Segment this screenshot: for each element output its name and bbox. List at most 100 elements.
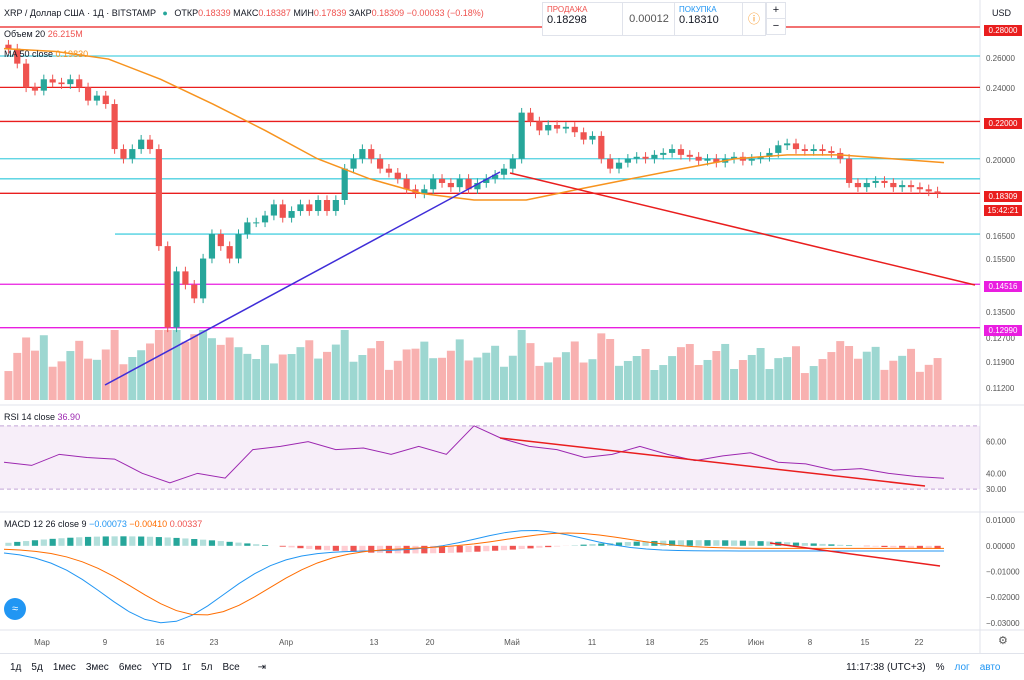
candle [828,150,835,153]
candle [430,178,437,190]
candle [695,156,702,161]
volume-bar [535,365,544,400]
candle [651,154,658,159]
go-to-date-icon[interactable]: ⇥ [257,661,267,673]
info-icon[interactable]: ⓘ [742,2,766,36]
volume-bar [384,369,393,400]
ma-value: 0.19830 [55,49,89,59]
sell-button[interactable]: ПРОДАЖА 0.18298 [542,2,624,36]
candle [527,112,534,122]
macd-histogram-bar [686,540,693,546]
macd-histogram-bar [421,545,428,554]
macd-histogram-bar [350,545,357,552]
volume-legend[interactable]: Объем 20 26.215M [4,29,83,39]
volume-bar [278,354,287,400]
clock-time[interactable]: 11:17:38 (UTC+3) [846,661,926,673]
macd-histogram-bar [704,540,711,546]
macd-histogram-bar [545,545,552,548]
range-3m[interactable]: 3мес [85,661,109,673]
candle [669,149,676,153]
candle [633,156,640,159]
candle [536,121,543,131]
macd-histogram-bar [23,541,30,546]
range-1d[interactable]: 1д [10,661,22,673]
range-1m[interactable]: 1мес [52,661,76,673]
candle [182,271,189,285]
volume-bar [216,344,225,400]
macd-histogram-bar [138,536,145,546]
rsi-legend[interactable]: RSI 14 close 36.90 [4,412,80,422]
volume-bar [13,352,22,400]
candle [784,143,791,146]
macd-histogram-bar [527,545,534,549]
macd-line [3,530,944,624]
volume-bar [376,341,385,400]
volume-bar [22,337,31,400]
settings-gear-icon[interactable]: ⚙ [998,635,1008,647]
volume-bar [853,358,862,400]
candle [518,112,525,159]
range-all[interactable]: Все [222,661,240,673]
auto-toggle[interactable]: авто [979,661,1001,673]
price-tag-022: 0.22000 [984,118,1022,129]
macd-histogram-bar [279,545,286,547]
log-toggle[interactable]: лог [954,661,970,673]
tradingview-logo-icon[interactable]: ≈ [4,598,26,620]
macd-histogram-bar [217,541,224,546]
volume-bar [836,341,845,400]
percent-toggle[interactable]: % [935,661,945,673]
sell-price: 0.18298 [547,14,587,26]
macd-tick-label: −0.03000 [986,619,1020,628]
volume-bar [110,330,119,400]
macd-tick-label: −0.01000 [986,568,1020,577]
time-tick-label: 11 [588,638,597,647]
candle [164,246,171,328]
rsi-tick-label: 40.00 [986,469,1007,478]
zoom-in-icon[interactable]: + [766,2,786,19]
volume-bar [924,364,933,400]
macd-histogram-bar [102,536,109,546]
price-tick-label: 0.15500 [986,255,1015,264]
range-ytd[interactable]: YTD [151,661,172,673]
volume-bar [154,330,163,400]
time-tick-label: 15 [861,638,870,647]
macd-histogram-bar [492,545,499,551]
macd-histogram-bar [208,540,216,546]
macd-histogram-bar [155,537,162,546]
macd-histogram-bar [598,543,605,546]
candle [890,182,897,188]
candle [934,191,941,194]
range-6m[interactable]: 6мес [118,661,142,673]
macd-histogram-bar [677,540,685,546]
volume-bar [473,357,482,400]
candle [456,178,463,188]
volume-bar [721,343,730,400]
macd-histogram-bar [182,538,189,546]
volume-bar [517,330,526,400]
volume-bar [455,339,464,400]
volume-bar [730,369,739,400]
candle [5,44,12,49]
macd-histogram-bar [881,545,888,547]
candle [589,135,596,140]
candle [368,149,375,159]
macd-tick-label: 0.00000 [986,542,1015,551]
macd-histogram-bar [872,545,879,547]
candle [173,271,180,328]
macd-legend[interactable]: MACD 12 26 close 9 −0.00073 −0.00410 0.0… [4,519,202,529]
macd-histogram-bar [642,541,649,546]
candle [819,149,826,151]
ma-legend[interactable]: MA 50 close 0.19830 [4,49,88,59]
macd-histogram-bar [739,540,746,546]
range-1y[interactable]: 1г [181,661,192,673]
range-5y[interactable]: 5л [201,661,213,673]
candle [713,158,720,163]
range-5d[interactable]: 5д [31,661,43,673]
volume-bar [659,365,668,400]
zoom-out-icon[interactable]: − [766,18,786,35]
candle [279,204,286,218]
buy-button[interactable]: ПОКУПКА 0.18310 [674,2,744,36]
volume-bar [340,330,349,400]
macd-histogram-bar [120,536,127,546]
